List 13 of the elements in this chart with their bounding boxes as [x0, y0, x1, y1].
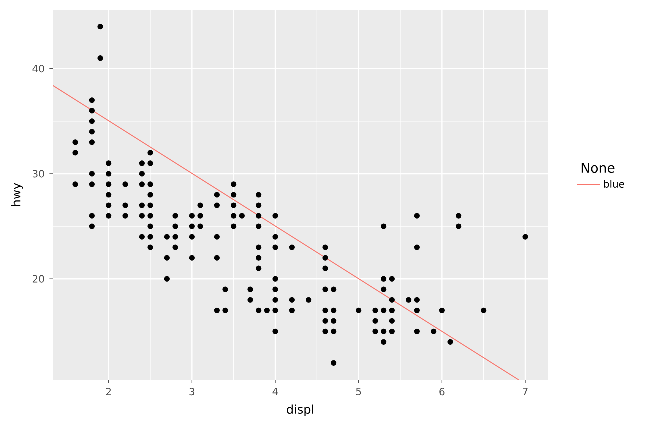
- y-tick-label: 20: [32, 275, 44, 283]
- y-axis-title: hwy: [11, 183, 24, 206]
- y-tick-label: 40: [32, 65, 44, 73]
- x-tick-label: 3: [190, 388, 195, 396]
- x-tick-label: 7: [523, 388, 528, 396]
- y-tick-label: 30: [32, 170, 44, 178]
- x-tick-label: 4: [272, 388, 278, 396]
- legend-title: None: [582, 163, 615, 174]
- x-tick-label: 2: [106, 388, 112, 396]
- legend-label: blue: [604, 180, 624, 188]
- x-tick-label: 6: [440, 388, 445, 396]
- x-axis-title: displ: [287, 404, 314, 416]
- x-tick-label: 5: [356, 388, 362, 396]
